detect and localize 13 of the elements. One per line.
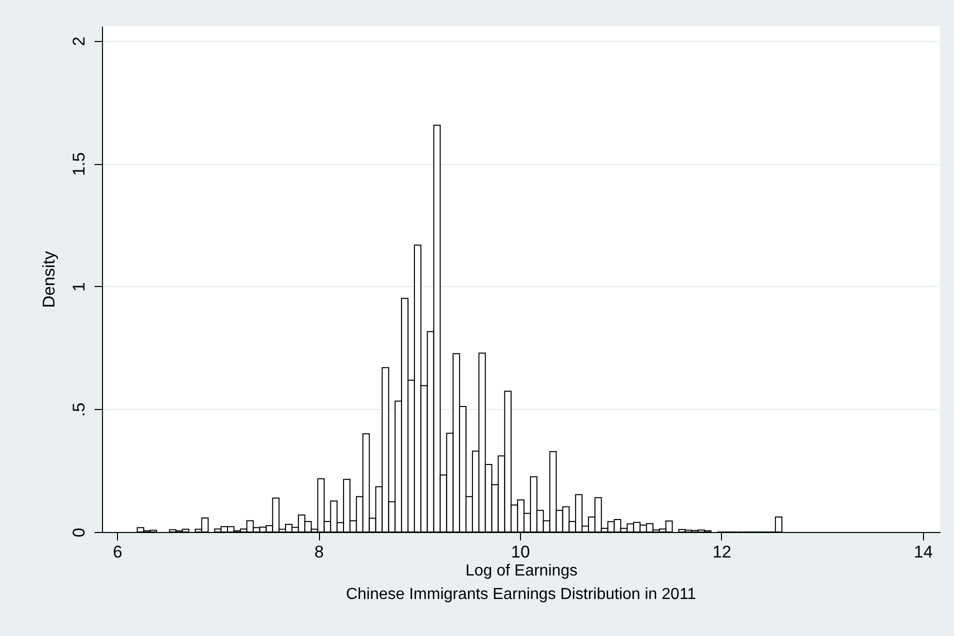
y-tick-label: 1.5 bbox=[70, 152, 88, 176]
y-tick-label: 0 bbox=[70, 528, 88, 538]
text: Chinese Immigrants Earnings Distribution in 2011 bbox=[346, 586, 696, 603]
y-tick-label: 2 bbox=[70, 36, 88, 46]
x-tick-label: 8 bbox=[314, 542, 324, 562]
x-tick-label: 14 bbox=[914, 542, 933, 562]
y-axis-title: Density bbox=[40, 250, 58, 308]
y-tick-label: .5 bbox=[70, 402, 88, 417]
x-tick-label: 6 bbox=[112, 542, 122, 562]
y-tick-label: 1 bbox=[70, 282, 88, 292]
x-tick-label: 12 bbox=[712, 542, 732, 562]
x-axis-title: Log of Earnings bbox=[465, 562, 578, 580]
x-tick-label: 10 bbox=[511, 542, 530, 562]
